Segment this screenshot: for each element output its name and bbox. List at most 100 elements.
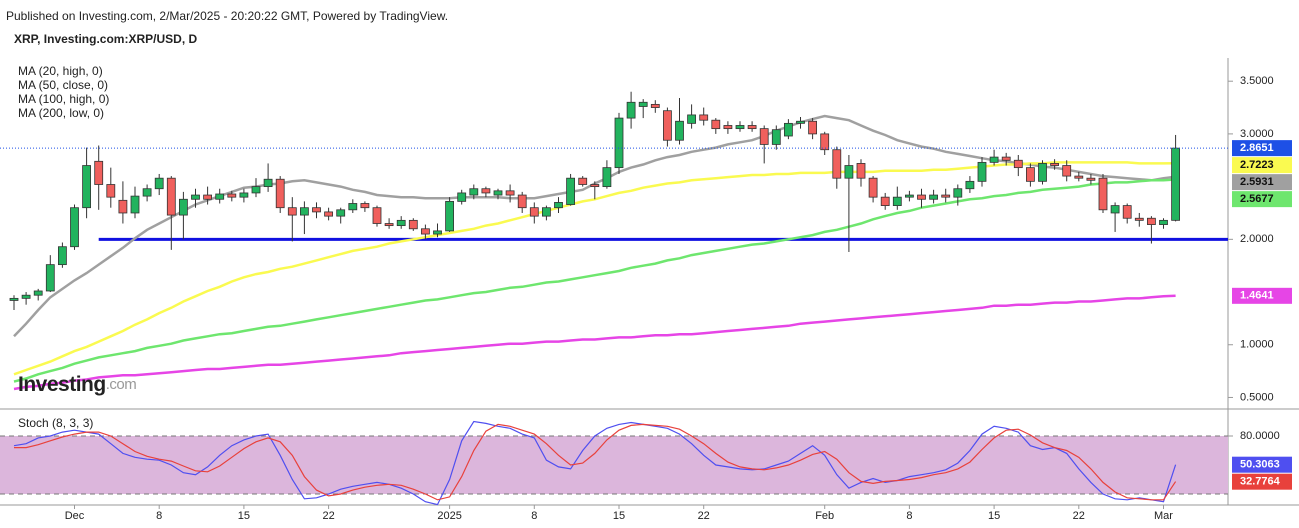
candle-body bbox=[977, 161, 987, 182]
x-tick-label: Dec bbox=[65, 510, 85, 522]
candle-body bbox=[1122, 205, 1132, 219]
candle-body bbox=[94, 160, 104, 185]
candle-body bbox=[481, 188, 491, 194]
candle-body bbox=[118, 199, 128, 214]
candle-body bbox=[287, 207, 297, 216]
value-label: 1.4641 bbox=[1240, 290, 1274, 302]
candle-body bbox=[1038, 163, 1047, 182]
candle-body bbox=[941, 194, 951, 198]
value-label: 2.8651 bbox=[1240, 142, 1274, 154]
x-tick-label: 22 bbox=[698, 510, 710, 522]
candle-body bbox=[735, 125, 745, 130]
value-label-box bbox=[1232, 473, 1292, 490]
candle-body bbox=[445, 200, 455, 232]
candle-body bbox=[638, 101, 648, 107]
candle-body bbox=[784, 122, 793, 137]
candle-body bbox=[1134, 217, 1144, 221]
candle-body bbox=[239, 192, 249, 198]
candle-body bbox=[1062, 165, 1072, 177]
candle-body bbox=[1110, 205, 1120, 214]
candle-body bbox=[324, 211, 334, 217]
candle-body bbox=[372, 207, 382, 224]
y-tick-label: 3.0000 bbox=[1240, 128, 1274, 140]
x-tick-label: 15 bbox=[613, 510, 625, 522]
candle-body bbox=[723, 125, 733, 130]
candle-body bbox=[1026, 167, 1035, 182]
chart-title: XRP, Investing.com:XRP/USD, D bbox=[14, 32, 197, 46]
candle-body bbox=[45, 264, 55, 292]
stoch-band bbox=[0, 435, 1228, 494]
candle-body bbox=[433, 230, 442, 235]
x-tick-label: 22 bbox=[322, 510, 334, 522]
candle-body bbox=[1086, 177, 1096, 181]
candle-body bbox=[832, 149, 842, 179]
candle-body bbox=[191, 194, 200, 200]
published-note: Published on Investing.com, 2/Mar/2025 -… bbox=[6, 9, 448, 23]
stoch-line bbox=[14, 423, 1177, 501]
x-tick-label: 8 bbox=[531, 510, 537, 522]
value-label: 32.7764 bbox=[1240, 476, 1281, 488]
candle-body bbox=[856, 163, 866, 179]
x-tick-label: Feb bbox=[815, 510, 834, 522]
candle-body bbox=[70, 207, 79, 248]
candle-body bbox=[590, 184, 600, 188]
candle-body bbox=[21, 294, 31, 299]
candle-body bbox=[675, 120, 684, 141]
legend-entry: MA (100, high, 0) bbox=[18, 92, 109, 106]
candle-body bbox=[566, 177, 575, 205]
moving-average-line bbox=[13, 178, 1176, 383]
value-label: 50.3063 bbox=[1240, 459, 1280, 471]
y-tick-label: 1.0000 bbox=[1240, 339, 1274, 351]
candle-body bbox=[905, 194, 914, 198]
candle-body bbox=[554, 202, 563, 209]
candle-body bbox=[263, 178, 273, 188]
candle-body bbox=[771, 129, 781, 145]
stoch-title: Stoch (8, 3, 3) bbox=[18, 416, 93, 430]
candle-body bbox=[529, 207, 539, 217]
value-label-box bbox=[1232, 140, 1292, 157]
logo: Investing.com bbox=[18, 373, 136, 396]
candle-body bbox=[178, 198, 188, 216]
candle-body bbox=[880, 196, 890, 206]
candle-body bbox=[251, 186, 261, 194]
candle-body bbox=[215, 193, 225, 200]
candle-body bbox=[542, 207, 551, 217]
candle-body bbox=[360, 203, 370, 209]
candle-body bbox=[953, 188, 963, 198]
candle-body bbox=[1098, 177, 1108, 211]
moving-average-line bbox=[13, 294, 1176, 391]
candle-body bbox=[517, 194, 527, 209]
candle-body bbox=[384, 223, 394, 227]
candle-body bbox=[1159, 219, 1168, 225]
y-tick-label: 3.5000 bbox=[1240, 75, 1274, 87]
y-tick-label: 0.5000 bbox=[1240, 391, 1274, 403]
candle-body bbox=[1171, 147, 1180, 221]
candle-body bbox=[711, 119, 721, 130]
candle-body bbox=[227, 193, 237, 198]
candle-body bbox=[602, 167, 612, 188]
candle-body bbox=[917, 194, 926, 200]
x-tick-label: Mar bbox=[1154, 510, 1173, 522]
candle-body bbox=[336, 209, 346, 217]
candle-body bbox=[469, 188, 479, 196]
candle-body bbox=[33, 290, 43, 296]
candle-body bbox=[1001, 156, 1011, 161]
legend-entry: MA (20, high, 0) bbox=[18, 64, 103, 78]
candle-body bbox=[687, 114, 696, 124]
candle-body bbox=[166, 177, 176, 216]
candle-body bbox=[299, 207, 309, 216]
candle-body bbox=[1074, 175, 1084, 179]
candle-body bbox=[312, 207, 321, 213]
candle-body bbox=[808, 120, 817, 135]
moving-average-line bbox=[13, 114, 1176, 338]
value-label-box bbox=[1232, 174, 1292, 191]
candle-body bbox=[396, 219, 406, 227]
candle-body bbox=[82, 165, 91, 209]
candle-body bbox=[408, 219, 418, 230]
value-label: 2.7223 bbox=[1240, 159, 1274, 171]
candle-body bbox=[505, 190, 515, 196]
candle-body bbox=[796, 120, 805, 124]
candle-body bbox=[820, 133, 830, 151]
value-label-box bbox=[1232, 191, 1292, 208]
candle-body bbox=[759, 128, 769, 145]
